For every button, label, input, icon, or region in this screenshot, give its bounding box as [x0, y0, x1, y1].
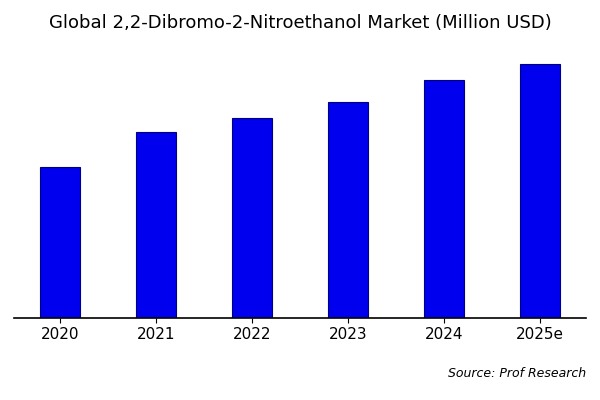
Bar	[40, 168, 80, 318]
Text: Source: Prof Research: Source: Prof Research	[448, 367, 586, 380]
Bar	[424, 80, 464, 318]
Bar	[328, 102, 368, 318]
Title: Global 2,2-Dibromo-2-Nitroethanol Market (Million USD): Global 2,2-Dibromo-2-Nitroethanol Market…	[49, 14, 551, 32]
Bar	[232, 118, 272, 318]
Bar	[136, 132, 176, 318]
Bar	[520, 64, 560, 318]
